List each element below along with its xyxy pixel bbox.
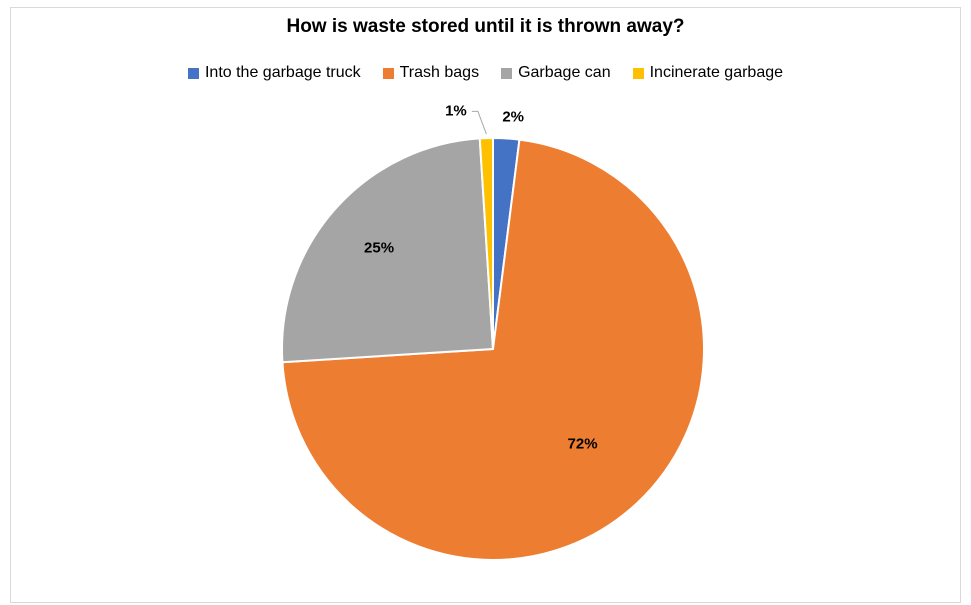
data-label-garbage-can: 25%: [364, 240, 394, 257]
legend-label: Into the garbage truck: [204, 64, 361, 81]
data-label-into-the-garbage-truck: 2%: [502, 109, 524, 126]
leader-lines: [471, 110, 487, 135]
data-label-trash-bags: 72%: [568, 435, 598, 452]
legend-item-trash-bags: Trash bags: [382, 64, 480, 82]
data-label-incinerate-garbage: 1%: [445, 102, 467, 119]
pie-slice-garbage-can: [281, 137, 495, 364]
legend-label: Trash bags: [399, 64, 480, 81]
legend-swatch: [382, 67, 394, 79]
pie-slices: [281, 136, 705, 561]
legend-label: Garbage can: [518, 64, 611, 81]
legend-swatch: [501, 67, 513, 79]
chart-title: How is waste stored until it is thrown a…: [286, 16, 685, 37]
leader-line-incinerate-garbage: [471, 110, 487, 135]
legend-label: Incinerate garbage: [649, 64, 784, 81]
legend-item-into-garbage-truck: Into the garbage truck: [187, 64, 361, 82]
legend-item-garbage-can: Garbage can: [501, 64, 611, 82]
data-labels: 2% 72% 25% 1%: [364, 102, 598, 452]
legend-swatch: [187, 67, 199, 79]
chart-legend: Into the garbage truck Trash bags Garbag…: [0, 64, 971, 82]
legend-item-incinerate-garbage: Incinerate garbage: [632, 64, 784, 82]
pie-slice-incinerate-garbage: [478, 136, 494, 350]
legend-swatch: [632, 67, 644, 79]
